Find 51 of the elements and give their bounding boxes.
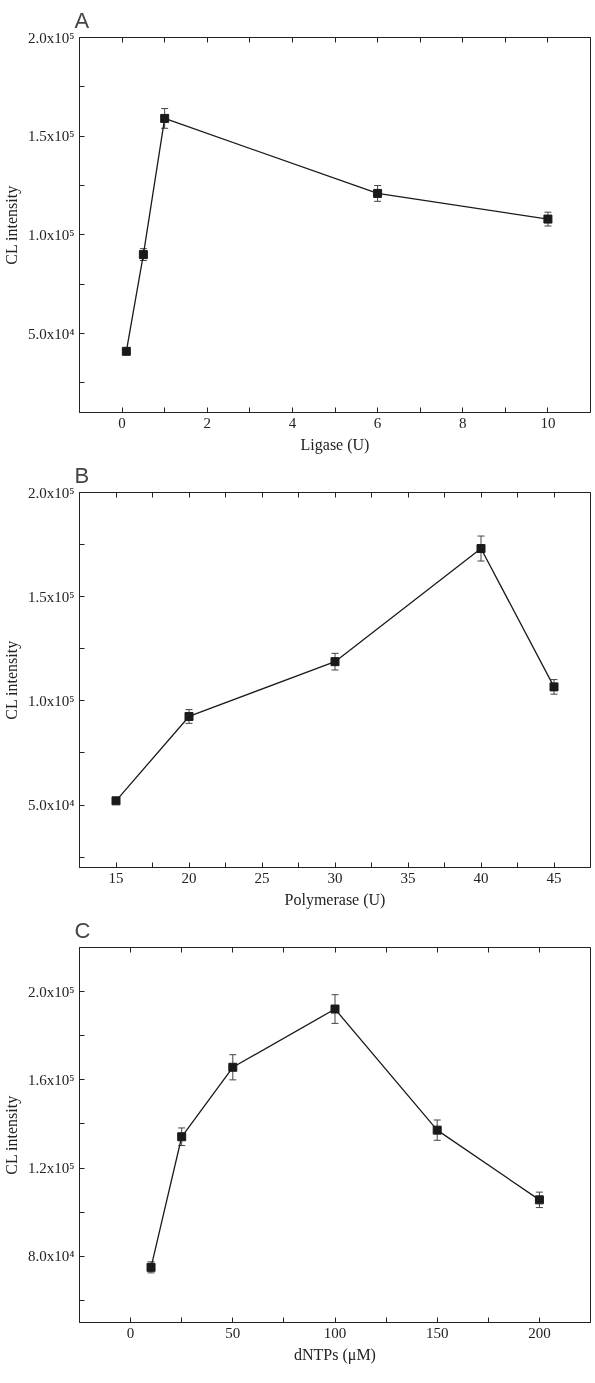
point (373, 188, 383, 198)
y-tick-label: 5.0x10⁴ (28, 325, 75, 342)
x-tick-label: 25 (254, 869, 270, 886)
x-tick-label: 40 (473, 869, 489, 886)
x-tick-label: 2 (203, 414, 211, 431)
y-tick-label: 2.0x10⁵ (28, 484, 75, 501)
chart-title: C (74, 917, 91, 943)
x-tick-label: 20 (181, 869, 197, 886)
point (177, 1132, 187, 1142)
point (330, 1004, 340, 1014)
y-tick-label: 2.0x10⁵ (28, 983, 75, 1000)
x-axis-title: Ligase (U) (300, 435, 370, 454)
x-tick-label: 4 (288, 414, 297, 431)
y-tick-label: 1.5x10⁵ (28, 588, 75, 605)
y-tick-label: 1.0x10⁵ (28, 692, 75, 709)
y-tick-label: 2.0x10⁵ (28, 29, 75, 46)
x-tick-label: 45 (546, 869, 562, 886)
point (330, 657, 340, 667)
y-tick-label: 8.0x10⁴ (28, 1248, 75, 1265)
y-tick-label: 1.6x10⁵ (28, 1071, 75, 1088)
x-tick-label: 0 (126, 1324, 135, 1341)
x-tick-label: 0 (118, 414, 126, 431)
point (160, 113, 170, 123)
point (432, 1125, 442, 1135)
x-tick-label: 30 (327, 869, 343, 886)
point (111, 796, 121, 806)
x-axis-title: Polymerase (U) (284, 890, 386, 909)
x-tick-label: 150 (425, 1324, 449, 1341)
y-tick-label: 1.2x10⁵ (28, 1160, 75, 1177)
y-axis-title: CL intensity (3, 185, 22, 265)
x-tick-label: 100 (323, 1324, 347, 1341)
x-tick-label: 35 (400, 869, 416, 886)
x-axis-title: dNTPs (μM) (294, 1345, 376, 1364)
x-tick-label: 6 (373, 414, 382, 431)
x-tick-label: 15 (108, 869, 124, 886)
point (543, 214, 553, 224)
y-tick-label: 1.0x10⁵ (28, 226, 75, 243)
chart-title: A (74, 7, 90, 33)
x-tick-label: 200 (528, 1324, 551, 1341)
y-axis-title: CL intensity (3, 640, 22, 720)
x-tick-label: 8 (459, 414, 467, 431)
point (228, 1062, 238, 1072)
y-tick-label: 1.5x10⁵ (28, 128, 75, 145)
x-tick-label: 50 (225, 1324, 241, 1341)
chart-title: B (74, 462, 90, 488)
x-tick-label: 10 (540, 414, 556, 431)
point (121, 346, 131, 356)
point (476, 544, 486, 554)
y-tick-label: 5.0x10⁴ (28, 797, 75, 813)
y-axis-title: CL intensity (3, 1095, 22, 1175)
point (534, 1195, 544, 1205)
